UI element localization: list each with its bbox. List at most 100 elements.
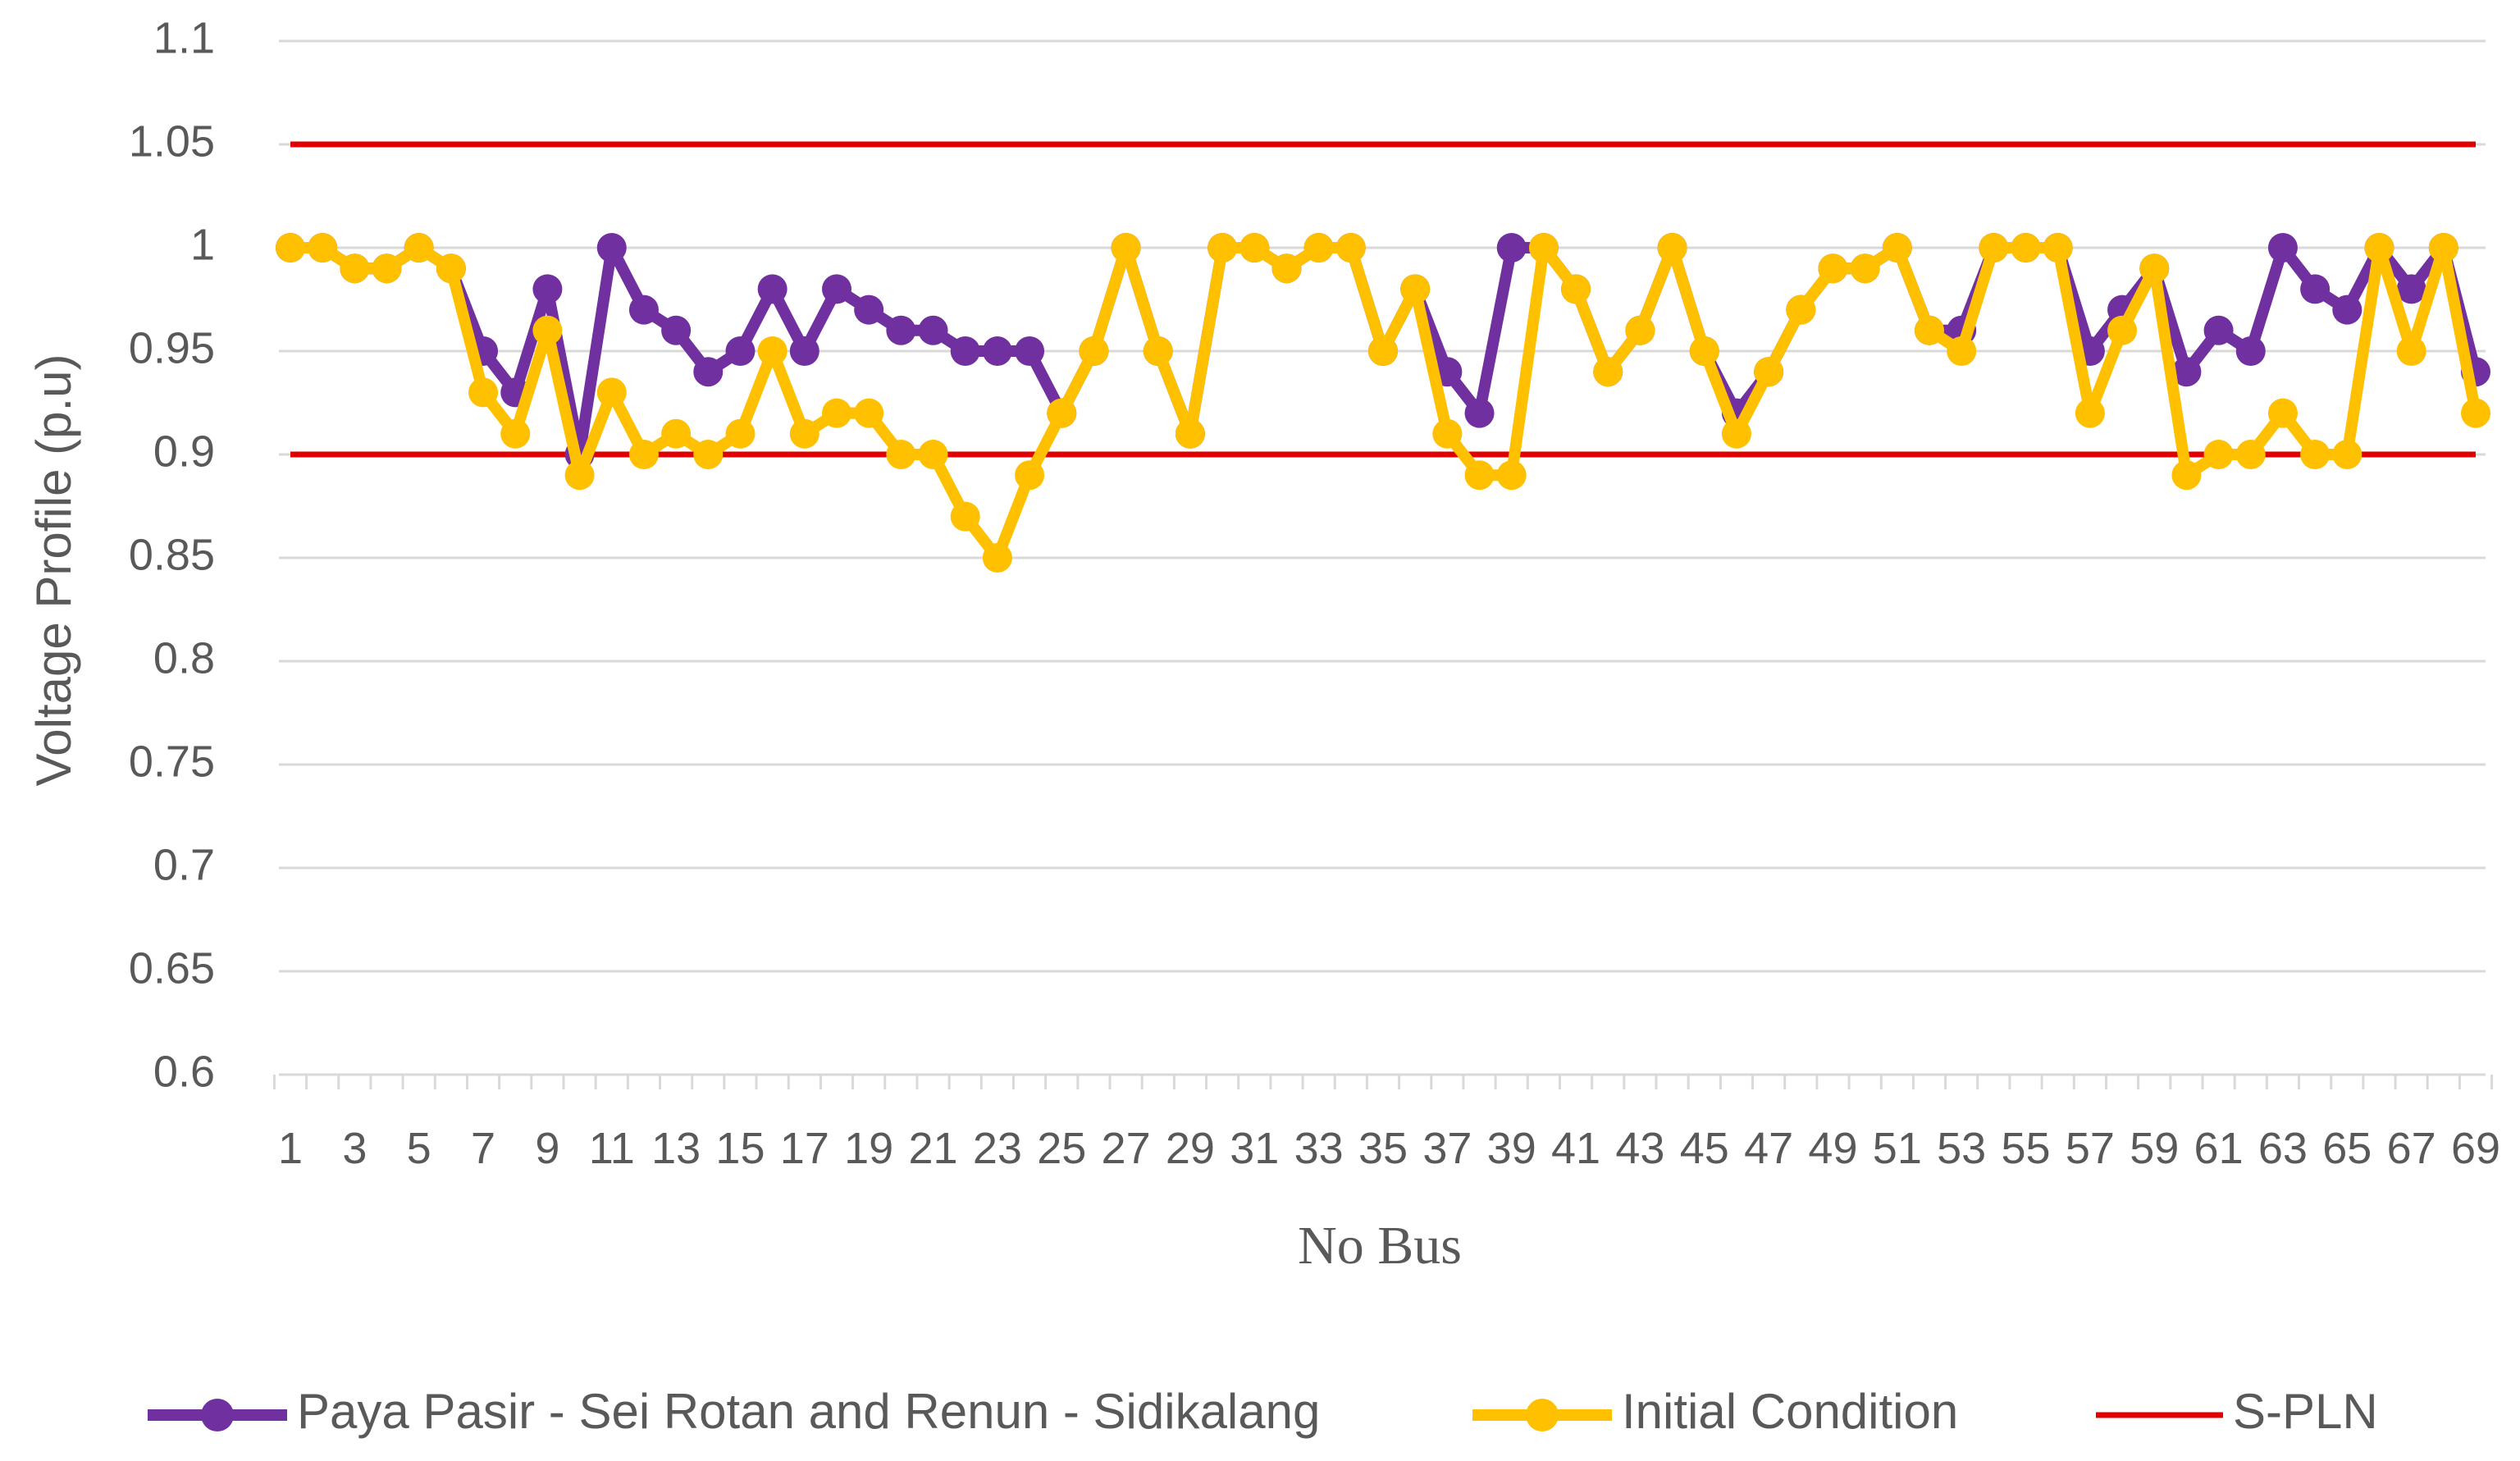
data-point <box>436 253 466 284</box>
data-point <box>1239 233 1270 263</box>
series-initial-condition <box>276 233 2490 573</box>
x-tick-label: 67 <box>2387 1124 2436 1173</box>
legend-item: S-PLN <box>2096 1384 2378 1439</box>
y-tick-label: 1.05 <box>129 116 215 166</box>
data-point <box>2203 315 2234 345</box>
data-point <box>1432 418 1463 449</box>
y-tick-label: 0.6 <box>153 1047 215 1096</box>
data-point <box>1818 253 1848 284</box>
x-tick-label: 11 <box>589 1124 635 1173</box>
data-point <box>1079 336 1109 366</box>
data-point <box>468 377 499 408</box>
legend-marker <box>1526 1399 1559 1431</box>
x-tick-label: 13 <box>651 1124 701 1173</box>
data-point <box>2203 440 2234 469</box>
y-tick-label: 0.65 <box>129 943 215 993</box>
y-axis-title: Voltage Profile (p.u) <box>26 354 81 787</box>
data-point <box>1528 233 1559 263</box>
data-point <box>2171 357 2202 387</box>
y-tick-label: 0.75 <box>129 737 215 786</box>
data-point <box>1368 336 1398 366</box>
data-point <box>596 233 627 263</box>
x-tick-label: 45 <box>1680 1124 1729 1173</box>
x-tick-label: 43 <box>1615 1124 1664 1173</box>
data-point <box>628 294 659 325</box>
legend-item: Initial Condition <box>1472 1384 1958 1439</box>
data-point <box>1015 460 1045 491</box>
data-point <box>854 294 884 325</box>
x-tick-labels: 1 3 5 7 9 11 13 15 17 19 21 23 25 27 29 31 33 35 37 39 41 43 4… <box>278 1124 2500 1173</box>
x-tick-label: 47 <box>1744 1124 1793 1173</box>
x-tick-label: 15 <box>715 1124 765 1173</box>
x-tick-label: 9 <box>535 1124 559 1173</box>
data-point <box>1208 233 1238 263</box>
data-point <box>1047 398 1077 428</box>
x-tick-label: 31 <box>1230 1124 1279 1173</box>
data-point <box>661 418 692 449</box>
data-point <box>1947 336 1977 366</box>
data-point <box>2300 274 2331 304</box>
data-point <box>886 315 916 345</box>
x-tick-label: 63 <box>2258 1124 2308 1173</box>
data-point <box>628 440 659 469</box>
data-point <box>2332 294 2362 325</box>
data-point <box>2011 233 2041 263</box>
legend-label: Initial Condition <box>1622 1384 1958 1439</box>
legend-label: S-PLN <box>2233 1384 2378 1439</box>
x-tick-label: 65 <box>2322 1124 2372 1173</box>
data-point <box>950 336 980 366</box>
x-tick-label: 1 <box>278 1124 303 1173</box>
data-point <box>918 315 948 345</box>
x-axis <box>272 1073 2494 1089</box>
data-point <box>308 233 338 263</box>
data-point <box>2139 253 2170 284</box>
data-point <box>1464 460 1495 491</box>
data-point <box>725 418 756 449</box>
data-point <box>693 440 724 469</box>
x-tick-label: 35 <box>1358 1124 1408 1173</box>
data-point <box>2332 440 2362 469</box>
x-tick-label: 17 <box>780 1124 829 1173</box>
data-point <box>822 274 851 304</box>
data-point <box>404 233 434 263</box>
data-point <box>1786 294 1816 325</box>
data-point <box>1111 233 1141 263</box>
data-point <box>1593 357 1623 387</box>
x-tick-label: 27 <box>1102 1124 1151 1173</box>
data-point <box>1915 315 1944 345</box>
data-point <box>340 253 370 284</box>
data-point <box>725 336 756 366</box>
x-tick-label: 3 <box>342 1124 367 1173</box>
x-tick-label: 59 <box>2130 1124 2179 1173</box>
data-point <box>918 440 948 469</box>
data-point <box>372 253 402 284</box>
y-tick-label: 0.95 <box>129 323 215 372</box>
data-point <box>532 315 563 345</box>
data-point <box>2396 336 2426 366</box>
x-tick-label: 55 <box>2001 1124 2050 1173</box>
data-point <box>2171 460 2202 491</box>
data-point <box>757 274 788 304</box>
data-point <box>1496 460 1527 491</box>
data-point <box>1496 233 1527 263</box>
data-point <box>564 460 595 491</box>
data-point <box>276 233 305 263</box>
x-tick-label: 53 <box>1937 1124 1986 1173</box>
x-tick-label: 29 <box>1166 1124 1215 1173</box>
x-tick-label: 61 <box>2194 1124 2244 1173</box>
data-point <box>1400 274 1431 304</box>
y-tick-label: 0.7 <box>153 840 215 889</box>
x-tick-label: 37 <box>1422 1124 1472 1173</box>
data-point <box>1015 336 1045 366</box>
x-tick-label: 51 <box>1873 1124 1922 1173</box>
legend-label: Paya Pasir - Sei Rotan and Renun - Sidik… <box>297 1384 1320 1439</box>
data-point <box>982 543 1012 573</box>
x-tick-label: 39 <box>1487 1124 1536 1173</box>
x-tick-label: 57 <box>2066 1124 2115 1173</box>
data-point <box>757 336 788 366</box>
x-tick-label: 21 <box>908 1124 957 1173</box>
data-point <box>2267 233 2298 263</box>
x-axis-title: No Bus <box>1298 1216 1462 1276</box>
data-point <box>2043 233 2073 263</box>
data-point <box>596 377 627 408</box>
